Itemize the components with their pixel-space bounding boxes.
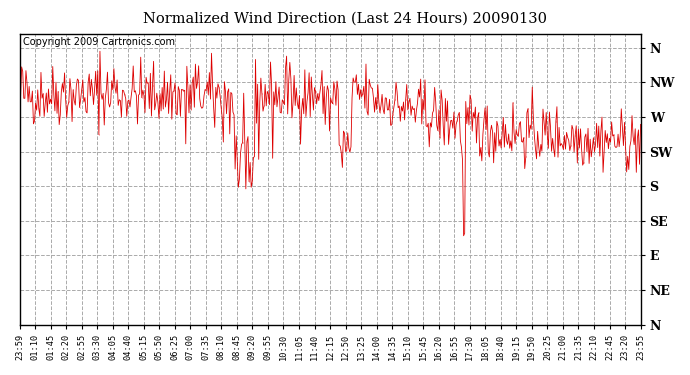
Text: Copyright 2009 Cartronics.com: Copyright 2009 Cartronics.com	[23, 37, 175, 46]
Text: Normalized Wind Direction (Last 24 Hours) 20090130: Normalized Wind Direction (Last 24 Hours…	[143, 11, 547, 25]
